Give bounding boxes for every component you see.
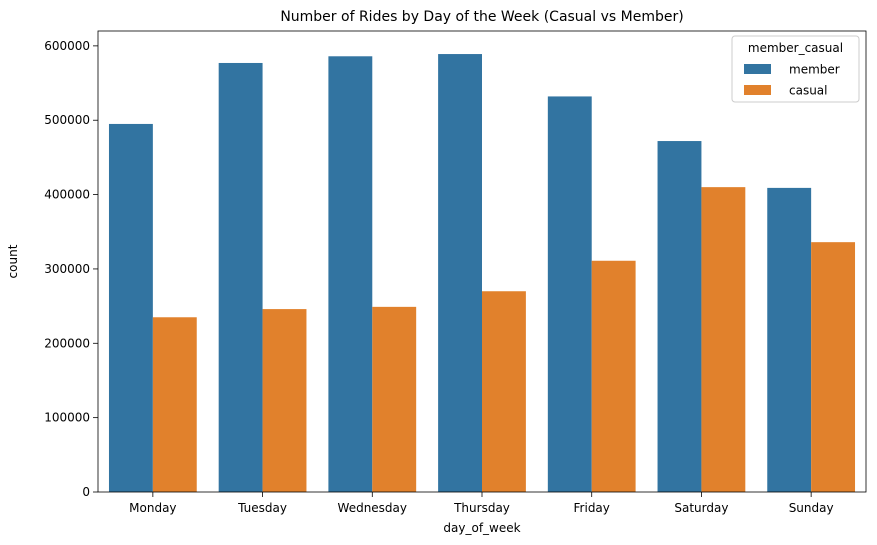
bar-member-thursday — [438, 54, 482, 493]
x-tick-label-tuesday: Tuesday — [237, 501, 287, 515]
x-tick-label-wednesday: Wednesday — [338, 501, 407, 515]
bar-member-monday — [108, 123, 153, 493]
y-tick-label: 300000 — [44, 262, 90, 276]
legend-label-casual: casual — [789, 84, 828, 98]
legend-swatch-member — [744, 64, 771, 74]
bar-member-sunday — [767, 187, 812, 492]
bar-member-tuesday — [218, 62, 263, 492]
x-tick-label-saturday: Saturday — [674, 501, 728, 515]
bar-casual-sunday — [811, 242, 856, 492]
y-tick-label: 100000 — [44, 411, 90, 425]
bar-casual-friday — [591, 260, 636, 492]
bar-member-friday — [547, 96, 592, 493]
y-axis: 0 100000 200000 300000 400000 500000 600000 — [44, 39, 98, 499]
bar-casual-monday — [152, 317, 197, 492]
legend-title: member_casual — [748, 41, 843, 55]
bar-member-saturday — [657, 141, 702, 492]
bar-casual-tuesday — [262, 309, 307, 492]
x-tick-label-friday: Friday — [574, 501, 610, 515]
plot-frame — [97, 30, 867, 493]
legend-swatch-casual — [744, 85, 771, 95]
bar-casual-wednesday — [372, 306, 417, 492]
bars-group — [108, 54, 856, 493]
x-tick-label-sunday: Sunday — [789, 501, 834, 515]
legend-label-member: member — [789, 63, 840, 77]
bar-casual-thursday — [482, 291, 526, 492]
y-tick-label: 400000 — [44, 188, 90, 202]
y-tick-label: 0 — [82, 485, 90, 499]
y-axis-label: count — [6, 244, 20, 278]
x-tick-label-thursday: Thursday — [453, 501, 510, 515]
y-tick-label: 200000 — [44, 336, 90, 350]
bar-member-wednesday — [328, 56, 373, 493]
x-axis: Monday Tuesday Wednesday Thursday Friday Satu… — [129, 492, 834, 515]
y-tick-label: 600000 — [44, 39, 90, 53]
x-tick-label-monday: Monday — [129, 501, 176, 515]
bar-casual-saturday — [701, 187, 746, 493]
chart-title: Number of Rides by Day of the Week (Casu… — [280, 9, 683, 25]
x-axis-label: day_of_week — [443, 521, 520, 535]
y-tick-label: 500000 — [44, 113, 90, 127]
